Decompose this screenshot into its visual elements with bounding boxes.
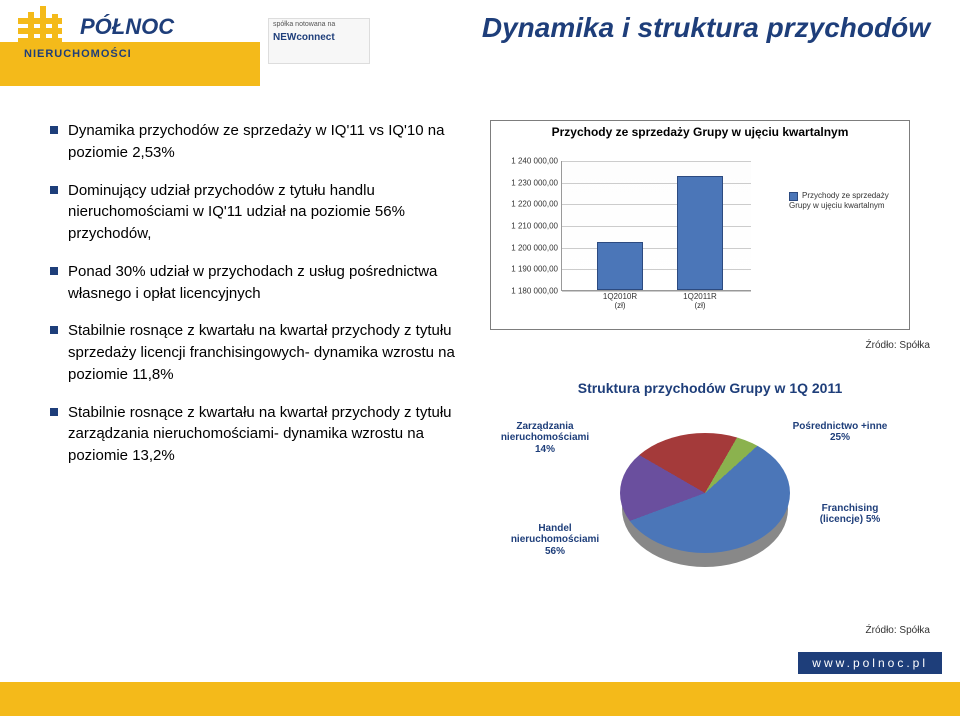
pie-shape [620,433,790,553]
pie-chart-source: Źródło: Spółka [866,625,930,636]
logo-block: PÓŁNOC NIERUCHOMOŚCI [0,8,260,86]
bullet-item: Dominujący udział przychodów z tytułu ha… [50,180,470,245]
right-column: Przychody ze sprzedaży Grupy w ujęciu kw… [480,120,960,656]
pie-chart-title: Struktura przychodów Grupy w 1Q 2011 [490,380,930,397]
pie-chart-block: Struktura przychodów Grupy w 1Q 2011 Zar… [490,380,930,610]
pie-label-posr: Pośrednictwo +inne 25% [790,421,890,444]
badge-line2: NEWconnect [273,32,365,43]
footer-url: www.polnoc.pl [798,652,942,674]
footer-bar [0,682,960,716]
bar-chart: Przychody ze sprzedaży Grupy w ujęciu kw… [490,120,910,330]
bar-chart-title: Przychody ze sprzedaży Grupy w ujęciu kw… [491,125,909,139]
legend-swatch [789,192,798,201]
bullet-item: Stabilnie rosnące z kwartału na kwartał … [50,402,470,467]
pie-label-zarz: Zarządzania nieruchomościami 14% [490,421,600,456]
pie-label-franch: Franchising (licencje) 5% [800,503,900,526]
bullet-item: Stabilnie rosnące z kwartału na kwartał … [50,320,470,385]
legend-text: Przychody ze sprzedaży Grupy w ujęciu kw… [789,191,889,210]
bullet-list: Dynamika przychodów ze sprzedaży w IQ'11… [0,120,480,656]
bar-chart-legend: Przychody ze sprzedaży Grupy w ujęciu kw… [789,191,899,211]
bar-chart-plot: 1 180 000,001 190 000,001 200 000,001 21… [561,161,751,291]
bar-chart-source: Źródło: Spółka [866,340,930,351]
bullet-item: Dynamika przychodów ze sprzedaży w IQ'11… [50,120,470,164]
pie-container: Zarządzania nieruchomościami 14% Handel … [490,403,930,583]
brand-sub: NIERUCHOMOŚCI [24,48,132,60]
content: Dynamika przychodów ze sprzedaży w IQ'11… [0,120,960,656]
header: PÓŁNOC NIERUCHOMOŚCI spółka notowana na … [0,0,960,95]
page-title: Dynamika i struktura przychodów [482,12,930,44]
pie-label-handel: Handel nieruchomościami 56% [500,523,610,558]
badge-line1: spółka notowana na [273,21,365,28]
bullet-item: Ponad 30% udział w przychodach z usług p… [50,261,470,305]
listing-badge: spółka notowana na NEWconnect [268,18,370,64]
brand-main: PÓŁNOC [80,14,174,40]
